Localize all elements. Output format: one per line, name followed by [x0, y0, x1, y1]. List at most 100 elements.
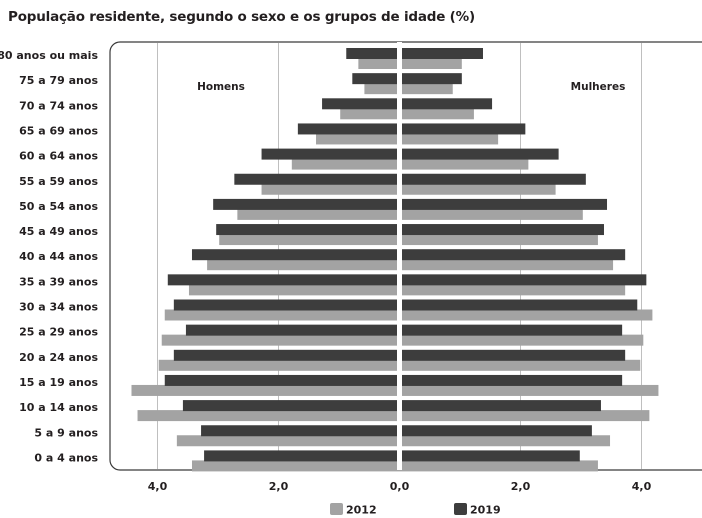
bar-mulheres-2012	[399, 284, 626, 296]
age-group-label: 5 a 9 anos	[34, 426, 98, 439]
bar-mulheres-2019	[399, 425, 592, 437]
age-group-label: 45 a 49 anos	[19, 225, 98, 238]
bar-homens-2019	[204, 450, 400, 462]
bar-homens-2012	[137, 410, 400, 422]
x-axis-ticks: 4,0 2,0 0,0 2,0 4,0	[148, 480, 652, 493]
bar-homens-2012	[340, 108, 400, 120]
bar-mulheres-2012	[399, 83, 453, 95]
age-labels: 80 anos ou mais 75 a 79 anos 70 a 74 anos 6…	[0, 49, 98, 464]
bar-mulheres-2019	[399, 400, 601, 412]
bar-mulheres-2012	[399, 208, 583, 220]
age-group-label: 25 a 29 anos	[19, 326, 98, 339]
bar-homens-2012	[191, 460, 400, 472]
age-group-label: 70 a 74 anos	[19, 99, 98, 112]
bar-homens-2019	[191, 249, 400, 261]
bar-mulheres-2019	[399, 450, 580, 462]
bar-homens-2012	[358, 58, 400, 69]
bar-homens-2019	[322, 98, 400, 110]
bar-homens-2012	[316, 133, 400, 145]
bar-mulheres-2019	[399, 98, 493, 110]
age-group-label: 30 a 34 anos	[19, 301, 98, 314]
bar-mulheres-2019	[399, 198, 608, 210]
bar-mulheres-2019	[399, 299, 638, 311]
bar-mulheres-2012	[399, 183, 556, 195]
bar-homens-2019	[167, 274, 400, 286]
legend-label-2019: 2019	[470, 504, 501, 517]
x-tick-label: 4,0	[632, 480, 652, 493]
bar-homens-2012	[131, 384, 400, 396]
bar-homens-2012	[176, 435, 400, 447]
bar-homens-2019	[164, 374, 400, 386]
homens-label: Homens	[197, 81, 245, 93]
bar-mulheres-2019	[399, 48, 483, 59]
bar-homens-2012	[261, 183, 400, 195]
age-group-label: 15 a 19 anos	[19, 376, 98, 389]
age-group-label: 0 a 4 anos	[34, 451, 98, 464]
age-group-label: 65 a 69 anos	[19, 124, 98, 137]
age-group-label: 40 a 44 anos	[19, 250, 98, 263]
bar-mulheres-2019	[399, 249, 626, 261]
bar-mulheres-2012	[399, 410, 650, 422]
bar-mulheres-2019	[399, 73, 462, 85]
age-group-label: 55 a 59 anos	[19, 175, 98, 188]
bar-homens-2012	[364, 83, 400, 95]
age-group-label: 80 anos ou mais	[0, 49, 98, 62]
bar-homens-2019	[201, 425, 400, 437]
bar-homens-2019	[352, 73, 400, 85]
bar-mulheres-2019	[399, 349, 626, 361]
legend-swatch-2019	[454, 503, 467, 515]
bar-mulheres-2012	[399, 259, 614, 271]
bar-homens-2012	[188, 284, 400, 296]
bar-mulheres-2012	[399, 384, 659, 396]
bar-mulheres-2019	[399, 224, 604, 236]
center-divider	[397, 42, 402, 470]
bar-homens-2019	[261, 148, 400, 160]
bar-homens-2012	[161, 334, 400, 346]
x-tick-label: 0,0	[390, 480, 410, 493]
bar-homens-2019	[234, 173, 400, 185]
age-group-label: 20 a 24 anos	[19, 351, 98, 364]
bar-mulheres-2012	[399, 158, 529, 170]
x-tick-label: 4,0	[148, 480, 168, 493]
chart-title: População residente, segundo o sexo e os…	[8, 9, 475, 25]
bar-mulheres-2012	[399, 108, 474, 120]
bar-homens-2012	[237, 208, 400, 220]
bar-mulheres-2012	[399, 359, 641, 371]
bar-mulheres-2019	[399, 148, 559, 160]
bar-mulheres-2019	[399, 274, 647, 286]
mulheres-label: Mulheres	[571, 81, 626, 93]
bar-homens-2012	[164, 309, 400, 321]
legend: 2012 2019	[330, 503, 501, 517]
legend-label-2012: 2012	[346, 504, 377, 517]
bar-homens-2019	[213, 198, 400, 210]
bar-homens-2012	[291, 158, 400, 170]
age-group-label: 35 a 39 anos	[19, 275, 98, 288]
bar-mulheres-2012	[399, 309, 653, 321]
bar-mulheres-2012	[399, 133, 499, 145]
bar-homens-2012	[158, 359, 400, 371]
age-group-label: 60 a 64 anos	[19, 150, 98, 163]
bar-homens-2019	[185, 324, 400, 336]
bar-homens-2019	[297, 123, 400, 135]
bar-homens-2019	[216, 224, 400, 236]
x-tick-label: 2,0	[269, 480, 289, 493]
bar-mulheres-2019	[399, 173, 586, 185]
bar-mulheres-2012	[399, 435, 611, 447]
bar-mulheres-2012	[399, 234, 598, 246]
legend-swatch-2012	[330, 503, 343, 515]
bar-homens-2012	[207, 259, 400, 271]
bar-mulheres-2012	[399, 334, 644, 346]
x-tick-label: 2,0	[511, 480, 531, 493]
bar-homens-2019	[182, 400, 400, 412]
bar-mulheres-2012	[399, 460, 598, 472]
bar-homens-2019	[173, 349, 400, 361]
age-group-label: 75 a 79 anos	[19, 74, 98, 87]
bars	[131, 48, 659, 472]
bar-mulheres-2019	[399, 374, 623, 386]
bar-homens-2019	[346, 48, 400, 59]
bar-mulheres-2012	[399, 58, 462, 69]
bar-homens-2012	[219, 234, 400, 246]
bar-homens-2019	[173, 299, 400, 311]
age-group-label: 10 a 14 anos	[19, 401, 98, 414]
